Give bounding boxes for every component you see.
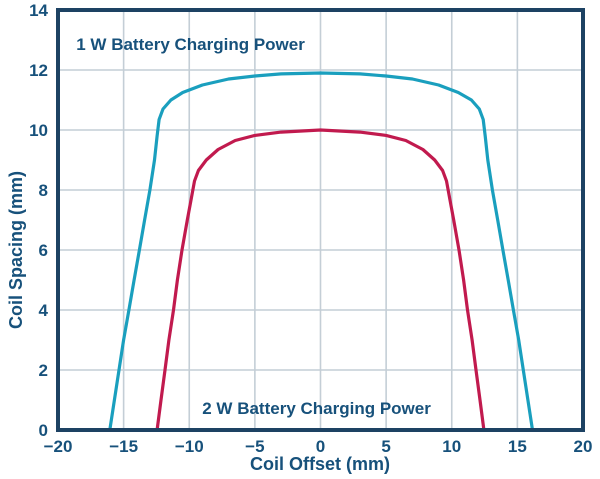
y-tick-label: 0 bbox=[39, 421, 48, 440]
x-tick-label: 10 bbox=[442, 437, 461, 456]
y-tick-label: 10 bbox=[29, 121, 48, 140]
x-tick-label: −20 bbox=[44, 437, 73, 456]
series-line-1w bbox=[108, 71, 535, 432]
series-layer bbox=[108, 71, 535, 432]
series-label-2w: 2 W Battery Charging Power bbox=[202, 399, 431, 418]
x-tick-label: −5 bbox=[245, 437, 264, 456]
y-tick-label: 12 bbox=[29, 61, 48, 80]
plot-border bbox=[56, 8, 585, 432]
grid-layer bbox=[58, 10, 583, 430]
y-tick-label: 6 bbox=[39, 241, 48, 260]
x-tick-label: −15 bbox=[109, 437, 138, 456]
y-tick-label: 8 bbox=[39, 181, 48, 200]
x-tick-label: 20 bbox=[574, 437, 593, 456]
y-tick-label: 4 bbox=[39, 301, 49, 320]
y-tick-label: 2 bbox=[39, 361, 48, 380]
series-label-1w: 1 W Battery Charging Power bbox=[76, 35, 305, 54]
y-tick-label: 14 bbox=[29, 1, 48, 20]
y-axis-title: Coil Spacing (mm) bbox=[6, 171, 26, 329]
x-tick-label: 15 bbox=[508, 437, 527, 456]
x-tick-label: 5 bbox=[381, 437, 390, 456]
series-line-2w bbox=[155, 128, 486, 432]
x-tick-label: −10 bbox=[175, 437, 204, 456]
plot-frame-layer bbox=[56, 8, 585, 432]
tick-label-layer: −20 −15 −10 −5 0 5 10 15 20 0 2 4 6 8 10 12 14 bbox=[29, 1, 592, 456]
x-axis-title: Coil Offset (mm) bbox=[250, 454, 390, 474]
x-tick-label: 0 bbox=[316, 437, 325, 456]
